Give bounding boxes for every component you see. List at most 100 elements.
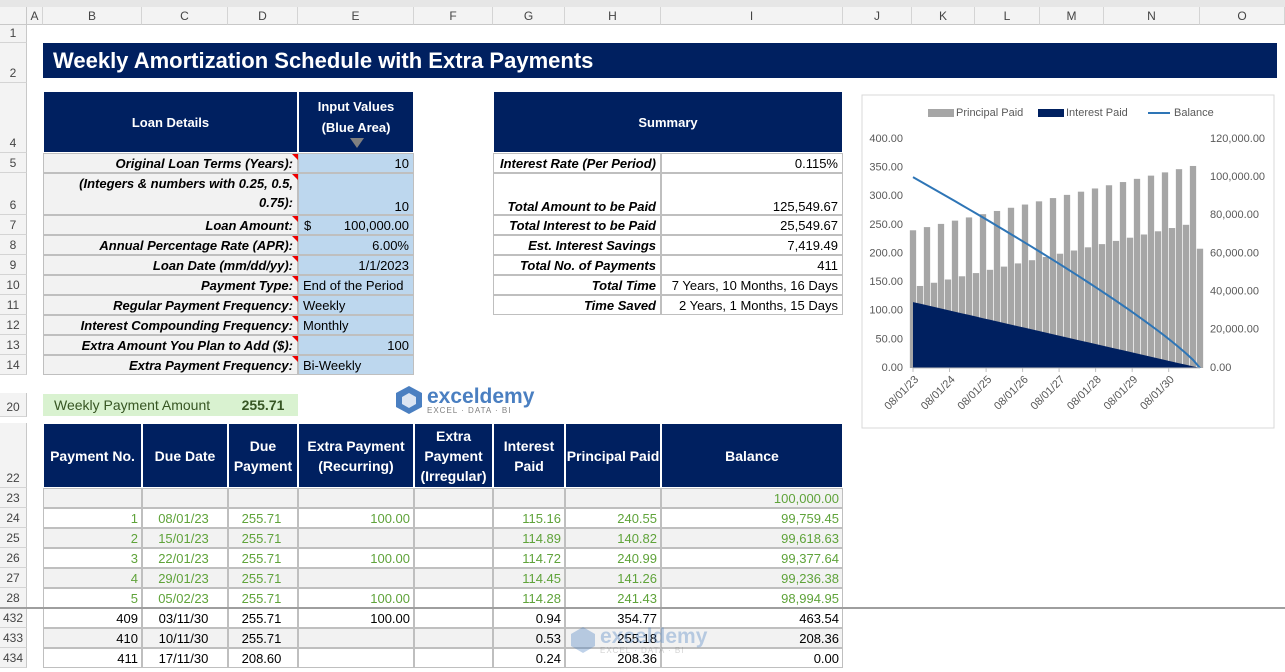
y-tick-label: 150.00 [869,276,903,288]
loan-label: Original Loan Terms (Years): [43,153,298,173]
input-marker [292,296,298,302]
y2-tick-label: 20,000.00 [1210,324,1259,336]
y-tick-label: 400.00 [869,133,903,145]
bar [1126,237,1134,368]
schedule-cell: 255.71 [228,608,298,628]
bar [1035,201,1043,368]
freeze-line [0,607,1285,609]
summary-label: Total Interest to be Paid [493,215,661,235]
schedule-cell [298,628,414,648]
row-number: 1 [0,25,27,43]
input-marker [292,216,298,222]
input-marker [292,356,298,362]
y-tick-label: 0.00 [882,362,903,374]
bar [965,217,973,368]
column-header: A [27,7,43,25]
row-number: 8 [0,235,27,255]
row-number: 433 [0,628,27,648]
legend-label: Principal Paid [956,107,1023,119]
row-number: 26 [0,548,27,568]
payment-label: Weekly Payment Amount [43,394,228,416]
schedule-cell: 0.94 [493,608,565,628]
loan-value: 10 [298,153,414,173]
schedule-cell: 100.00 [298,608,414,628]
schedule-cell: 99,377.64 [661,548,843,568]
row-number: 7 [0,215,27,235]
schedule-cell: 03/11/30 [142,608,228,628]
loan-value: 100,000.00 [298,215,414,235]
row-number: 24 [0,508,27,528]
loan-value: Bi-Weekly [298,355,414,375]
legend-swatch [928,109,954,117]
schedule-cell [493,488,565,508]
schedule-header: Due Payment [228,423,298,488]
bar [1042,256,1050,368]
schedule-cell [298,488,414,508]
loan-label: Payment Type: [43,275,298,295]
bar [1168,228,1176,368]
y-tick-label: 300.00 [869,190,903,202]
schedule-cell: 411 [43,648,142,668]
bar [1175,169,1183,368]
schedule-cell: 255.71 [228,548,298,568]
bar [1056,253,1064,368]
schedule-header: Balance [661,423,843,488]
y2-tick-label: 40,000.00 [1210,286,1259,298]
bar [1140,234,1148,368]
bar [951,220,959,368]
row-number: 28 [0,588,27,608]
schedule-cell: 409 [43,608,142,628]
schedule-cell [414,608,493,628]
y2-tick-label: 80,000.00 [1210,209,1259,221]
bar [1049,198,1057,368]
bar [1147,175,1155,368]
summary-value: 7,419.49 [661,235,843,255]
schedule-cell: 5 [43,588,142,608]
summary-label: Total Time [493,275,661,295]
schedule-cell: 22/01/23 [142,548,228,568]
column-header: D [228,7,298,25]
bar [993,210,1001,368]
bar [1084,247,1092,368]
line [912,176,1201,369]
x-tick-label: 08/01/28 [1065,374,1104,413]
column-header: G [493,7,565,25]
corner [0,7,27,25]
payment-value: 255.71 [228,394,298,416]
schedule-header: Interest Paid [493,423,565,488]
column-header: F [414,7,493,25]
chart-frame [861,94,1275,429]
area [913,302,1200,368]
watermark: exceldemy EXCEL · DATA · BI [395,384,545,416]
schedule-cell: 114.72 [493,548,565,568]
y-tick-label: 250.00 [869,219,903,231]
x-tick-label: 08/01/27 [1029,374,1068,413]
bar [1000,266,1008,368]
schedule-cell: 255.71 [228,588,298,608]
schedule-cell [414,508,493,528]
loan-value: 10 [298,173,414,215]
x-tick-label: 08/01/29 [1102,374,1141,413]
schedule-cell: 05/02/23 [142,588,228,608]
loan-value: 1/1/2023 [298,255,414,275]
schedule-cell: 141.26 [565,568,661,588]
row-number: 12 [0,315,27,335]
column-header: O [1200,7,1285,25]
bar [930,282,938,368]
column-header: E [298,7,414,25]
row-number: 14 [0,355,27,375]
loan-label: Regular Payment Frequency: [43,295,298,315]
schedule-cell [414,648,493,668]
schedule-cell: 1 [43,508,142,528]
bar [1091,188,1099,368]
schedule-cell: 100.00 [298,508,414,528]
bar [1105,185,1113,368]
bar [1070,250,1078,368]
row-number: 20 [0,393,27,417]
schedule-cell [414,588,493,608]
schedule-cell: 255.71 [228,528,298,548]
legend-label: Balance [1174,107,1214,119]
loan-label: Extra Amount You Plan to Add ($): [43,335,298,355]
bar [1133,178,1141,368]
schedule-cell: 15/01/23 [142,528,228,548]
